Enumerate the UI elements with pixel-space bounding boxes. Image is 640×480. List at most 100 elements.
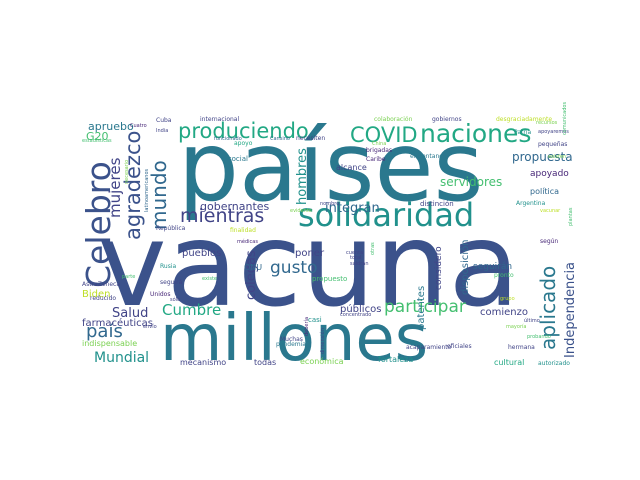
word-biden: Biden: [82, 289, 110, 300]
word-considero: considero: [434, 246, 444, 290]
word-colaboracion: colaboración: [374, 116, 413, 123]
word-republica: República: [156, 225, 186, 232]
word-servidores: servidores: [440, 175, 502, 189]
word-casi: casi: [308, 316, 322, 324]
word-seguiran: seguirán: [473, 262, 512, 272]
word-economica: económica: [300, 356, 344, 366]
word-existen: existen: [548, 154, 566, 160]
word-medicas: médicas: [237, 238, 258, 245]
word-latinoamericanos: latinoamericanos: [144, 168, 150, 212]
word-cultural: cultural: [494, 358, 524, 367]
word-fortaleza: fortaleza: [378, 355, 413, 364]
word-produciendo: produciendo: [178, 119, 309, 143]
word-onu: ONU: [244, 263, 262, 272]
word-existe: existe: [202, 276, 217, 282]
word-hombres: hombres: [295, 148, 310, 205]
word-comienzo: comienzo: [480, 307, 528, 318]
word-publicos: públicos: [340, 303, 381, 315]
word-china: China: [372, 141, 386, 147]
word-celebro: Celebro: [79, 161, 118, 288]
word-recursos: recursos: [536, 120, 558, 126]
word-gobernantes: gobernantes: [200, 200, 270, 213]
word-cuenta: cuenta: [346, 250, 363, 256]
word-participar: participar: [384, 297, 466, 317]
word-covid: COVID: [350, 123, 418, 147]
word-apoyado: apoyado: [530, 169, 569, 179]
word-rusia: Rusia: [160, 263, 176, 270]
word-dimension: dimensión: [319, 328, 326, 354]
word-unidos: Unidos: [150, 291, 170, 298]
word-astrazeneca: AstraZeneca: [82, 281, 120, 288]
word-agradezco: agradezco: [121, 131, 145, 240]
word-apoyaremos: apoyaremos: [538, 129, 569, 135]
word-mayoria: mayoría: [506, 323, 526, 330]
word-gusto: gusto: [270, 258, 318, 278]
word-solidaridad: solidaridad: [298, 196, 474, 234]
word-pais: país: [86, 321, 123, 342]
word-probando: probando: [527, 334, 551, 340]
word-muchas: Muchas: [280, 336, 303, 343]
word-propuesto: propuesto: [312, 275, 347, 283]
word-vacuna: vacuna: [98, 198, 520, 333]
word-cuatro: Cuatro: [130, 123, 147, 129]
word-plantas: plantas: [568, 207, 574, 226]
word-segun: según: [540, 238, 558, 245]
word-necesiten: necesiten: [296, 135, 325, 142]
word-seguira: seguirá: [160, 279, 183, 286]
word-evidente: evidente: [290, 208, 312, 214]
word-millones: millones: [160, 302, 428, 376]
word-reducido: reducido: [90, 295, 116, 302]
word-hermana: hermana: [508, 344, 535, 351]
word-cumbre: Cumbre: [162, 301, 221, 319]
word-solo: sólo: [170, 296, 180, 303]
word-todas: todas: [254, 358, 276, 367]
cloud-words: paísesvacunamillonessolidaridadnacionesC…: [79, 102, 578, 376]
word-saldran: saldrán: [350, 260, 369, 267]
word-caribe: Caribe: [366, 156, 386, 163]
word-alcance: alcance: [336, 163, 367, 172]
cloud-background: [80, 110, 575, 372]
word-acaparamiento: acaparamiento: [406, 344, 452, 351]
word-independencia: Independencia: [563, 262, 578, 358]
word-ultimo: último: [524, 317, 540, 324]
word-disposicion: disposición: [459, 239, 471, 295]
word-mecanismo: mecanismo: [180, 358, 226, 367]
word-desgraciadamente: desgraciadamente: [496, 116, 552, 123]
word-vacunar: vacunar: [540, 208, 561, 214]
word-salud: Salud: [112, 306, 148, 321]
word-argentina: Argentina: [516, 200, 546, 207]
word-finalidad: finalidad: [230, 227, 256, 234]
word-india: India: [156, 128, 168, 134]
word-patria: Patria: [514, 129, 532, 136]
word-parte: parte: [122, 274, 135, 280]
word-social: social: [228, 155, 248, 163]
word-paises: países: [178, 111, 484, 223]
word-deberia: debería: [303, 317, 310, 336]
word-mundial: Mundial: [94, 350, 149, 366]
word-mundo: mundo: [147, 160, 171, 230]
word-indispensable: indispensable: [82, 339, 137, 348]
word-aplicado: aplicado: [536, 266, 560, 350]
word-patentes: patentes: [416, 286, 427, 330]
word-cansino: Cansino: [270, 136, 290, 142]
word-envio: envío: [143, 323, 157, 330]
word-grupo: grupo: [500, 296, 515, 302]
word-funcionado: funcionado: [214, 136, 242, 142]
word-integran: integran: [325, 201, 380, 216]
word-enfrentando: enfrentando: [410, 153, 447, 160]
word-pequenas: pequeñas: [538, 141, 567, 148]
word-apruebo: apruebo: [88, 120, 134, 133]
word-mujeres: mujeres: [106, 157, 124, 218]
word-total: total: [350, 255, 361, 261]
word-oficiales: oficiales: [447, 343, 472, 350]
word-farmaceuticas: farmacéuticas: [82, 317, 153, 329]
word-brigadas: brigadas: [366, 147, 392, 154]
word-estadisticas: estadísticas: [82, 137, 112, 144]
word-pueblos: pueblos: [182, 248, 221, 259]
word-pandemia: pandemia: [276, 341, 306, 348]
word-g20: G20: [86, 130, 109, 143]
word-colegas: colegas: [244, 250, 259, 300]
word-distincion: distinción: [420, 200, 454, 208]
word-pronto: pronto: [494, 272, 514, 279]
